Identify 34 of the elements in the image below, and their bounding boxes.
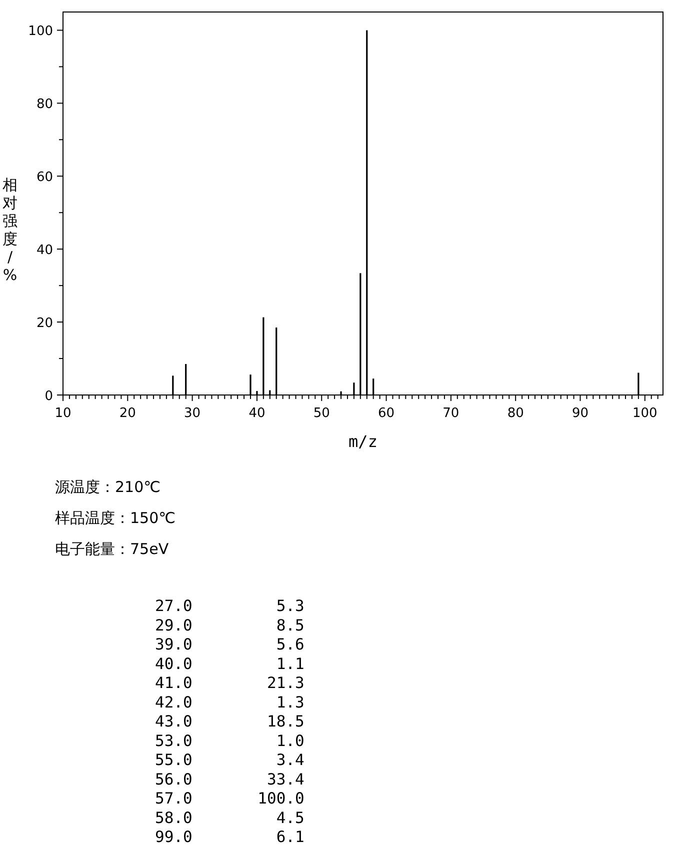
text: 57.0 100.0 bbox=[155, 790, 304, 808]
x-tick-label: 80 bbox=[507, 406, 524, 421]
x-tick-label: 30 bbox=[184, 406, 201, 421]
text: 源温度：210℃ bbox=[55, 478, 160, 496]
x-tick-label: 40 bbox=[248, 406, 266, 421]
y-tick-label: 100 bbox=[28, 24, 53, 40]
text: 99.0 6.1 bbox=[155, 828, 304, 846]
text: 55.0 3.4 bbox=[155, 751, 304, 769]
text: 43.0 18.5 bbox=[155, 712, 304, 730]
text: 58.0 4.5 bbox=[155, 808, 304, 827]
y-axis-title: 相对强度/% bbox=[2, 176, 18, 284]
y-tick-label: 80 bbox=[36, 97, 53, 112]
text: 电子能量：75eV bbox=[55, 540, 170, 558]
x-tick-label: 60 bbox=[378, 406, 395, 421]
y-tick-label: 40 bbox=[36, 243, 53, 258]
y-tick-label: 0 bbox=[44, 389, 53, 404]
y-tick-label: 60 bbox=[36, 170, 53, 186]
text: 56.0 33.4 bbox=[155, 770, 304, 788]
x-tick-label: 10 bbox=[54, 406, 72, 421]
y-tick-label: 20 bbox=[36, 316, 53, 332]
text: 40.0 1.1 bbox=[155, 654, 304, 673]
text: 样品温度：150℃ bbox=[55, 509, 176, 527]
x-tick-label: 90 bbox=[572, 406, 589, 421]
x-axis-title: m/z bbox=[348, 432, 378, 451]
text: 39.0 5.6 bbox=[155, 636, 304, 654]
text: 53.0 1.0 bbox=[155, 732, 304, 750]
x-tick-label: 70 bbox=[442, 406, 460, 421]
text: 27.0 5.3 bbox=[155, 597, 304, 615]
text: 41.0 21.3 bbox=[155, 674, 304, 692]
text: 42.0 1.3 bbox=[155, 693, 304, 712]
x-tick-label: 100 bbox=[632, 406, 658, 421]
text: 29.0 8.5 bbox=[155, 616, 304, 634]
x-tick-label: 20 bbox=[119, 406, 136, 421]
x-tick-label: 50 bbox=[313, 406, 330, 421]
